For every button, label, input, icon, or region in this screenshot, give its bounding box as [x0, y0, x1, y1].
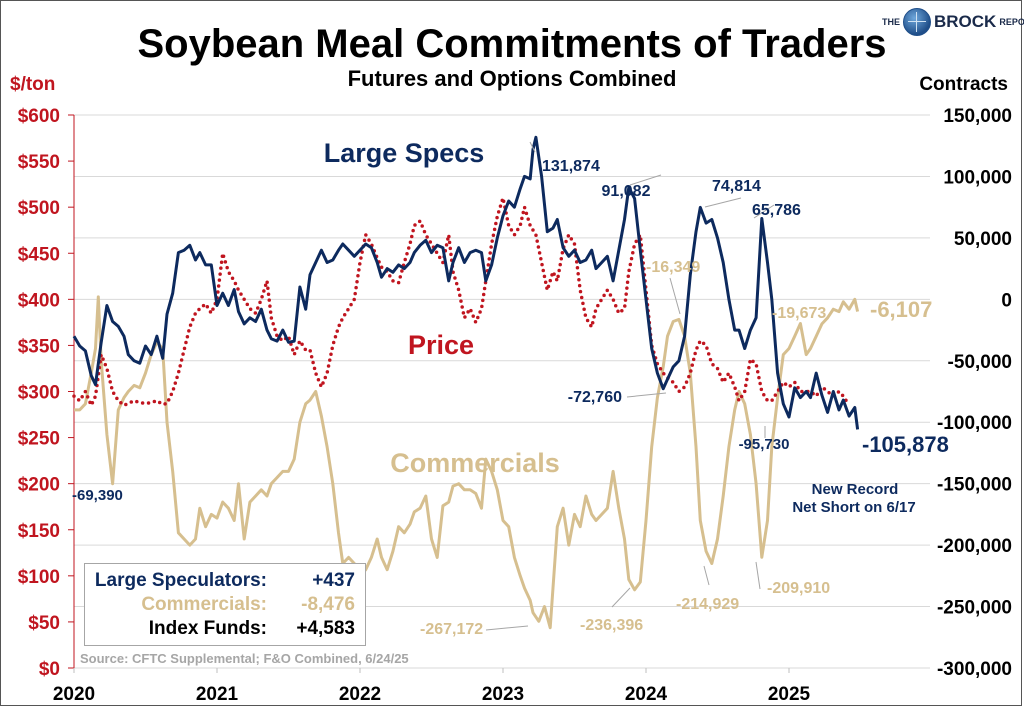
- left-axis-tick-label: $500: [18, 198, 60, 219]
- logo-suffix: REPORT: [999, 17, 1024, 27]
- left-axis-tick-label: $300: [18, 383, 60, 404]
- annotation-leader-line: [703, 565, 710, 586]
- right-axis-tick-label: -250,000: [937, 598, 1012, 619]
- x-axis-tick-label: 2025: [768, 684, 811, 705]
- series-label-large-specs: Large Specs: [324, 138, 485, 168]
- data-annotation: -6,107: [870, 297, 932, 322]
- logo-prefix: THE: [882, 17, 900, 27]
- left-axis-tick-label: $150: [18, 521, 60, 542]
- left-axis-tick-label: $0: [39, 659, 60, 680]
- left-axis-tick-label: $250: [18, 429, 60, 450]
- legend-label-commercials: Commercials:: [141, 594, 267, 615]
- data-annotation: -209,910: [767, 580, 830, 597]
- globe-icon: [903, 8, 931, 36]
- logo-name: BROCK: [934, 12, 997, 31]
- annotation-leader-line: [755, 561, 761, 590]
- data-annotation: -19,673: [772, 305, 826, 322]
- left-axis-tick-label: $350: [18, 336, 60, 357]
- data-annotation: -267,172: [420, 621, 483, 638]
- left-axis-tick-label: $400: [18, 290, 60, 311]
- legend-value-commercials: -8,476: [301, 594, 355, 615]
- left-axis-label: $/ton: [10, 74, 55, 95]
- left-axis-tick-label: $550: [18, 152, 60, 173]
- record-note-line: Net Short on 6/17: [792, 499, 915, 516]
- series-line-commercials: [74, 295, 860, 630]
- data-annotation: -214,929: [676, 596, 739, 613]
- data-annotation: -69,390: [72, 487, 123, 504]
- right-axis-tick-label: -100,000: [937, 413, 1012, 434]
- annotation-leader-line: [669, 277, 681, 315]
- data-annotation: -105,878: [862, 432, 949, 457]
- series-label-commercials: Commercials: [390, 448, 560, 478]
- record-note-line: New Record: [812, 481, 899, 498]
- legend-label-index-funds: Index Funds:: [148, 618, 267, 639]
- right-axis-tick-label: 100,000: [943, 167, 1012, 188]
- data-annotation: 91,082: [602, 183, 651, 200]
- data-annotation: 131,874: [542, 158, 600, 175]
- source-note: Source: CFTC Supplemental; F&O Combined,…: [80, 651, 409, 666]
- annotation-leader-line: [626, 392, 667, 398]
- data-annotation: -16,349: [646, 259, 700, 276]
- chart-subtitle: Futures and Options Combined: [347, 66, 677, 91]
- data-annotation: 65,786: [752, 202, 801, 219]
- brock-report-logo: THE BROCK REPORT: [882, 8, 1024, 36]
- right-axis-tick-label: -50,000: [948, 352, 1012, 373]
- right-axis-tick-label: 0: [1001, 290, 1012, 311]
- annotation-leader-line: [753, 204, 775, 219]
- left-axis-tick-label: $450: [18, 244, 60, 265]
- annotation-leader-line: [611, 587, 631, 608]
- legend-value-large-speculators: +437: [312, 570, 355, 591]
- left-axis-tick-label: $100: [18, 567, 60, 588]
- right-axis-tick-label: 150,000: [943, 106, 1012, 127]
- x-axis-tick-label: 2023: [482, 684, 524, 705]
- x-axis-tick-label: 2022: [339, 684, 381, 705]
- left-axis-tick-label: $600: [18, 106, 60, 127]
- series-line-large-specs: [72, 135, 860, 430]
- annotation-leader-line: [529, 141, 536, 153]
- x-axis-tick-label: 2020: [53, 684, 95, 705]
- data-annotation: -72,760: [568, 389, 622, 406]
- legend-label-large-speculators: Large Speculators:: [94, 570, 267, 591]
- x-axis-tick-label: 2021: [196, 684, 239, 705]
- right-axis-tick-label: -200,000: [937, 536, 1012, 557]
- left-axis-tick-label: $50: [28, 613, 60, 634]
- right-axis-label: Contracts: [919, 74, 1008, 95]
- right-axis-tick-label: 50,000: [954, 229, 1012, 250]
- x-axis-tick-label: 2024: [625, 684, 668, 705]
- series-line-price: [72, 196, 851, 408]
- right-axis-tick-label: -300,000: [937, 659, 1012, 680]
- annotation-leader-line: [629, 174, 662, 186]
- left-axis-tick-label: $200: [18, 475, 60, 496]
- annotation-leader-line: [485, 625, 529, 631]
- annotation-leader-line: [704, 197, 742, 208]
- data-annotation: -236,396: [580, 617, 643, 634]
- data-annotation: -95,730: [739, 436, 790, 453]
- chart-title: Soybean Meal Commitments of Traders: [137, 22, 887, 66]
- data-annotation: 74,814: [712, 178, 761, 195]
- legend-value-index-funds: +4,583: [296, 618, 355, 639]
- right-axis-tick-label: -150,000: [937, 475, 1012, 496]
- series-label-price: Price: [408, 330, 474, 360]
- positions-change-box: Large Speculators: +437 Commercials: -8,…: [84, 563, 366, 646]
